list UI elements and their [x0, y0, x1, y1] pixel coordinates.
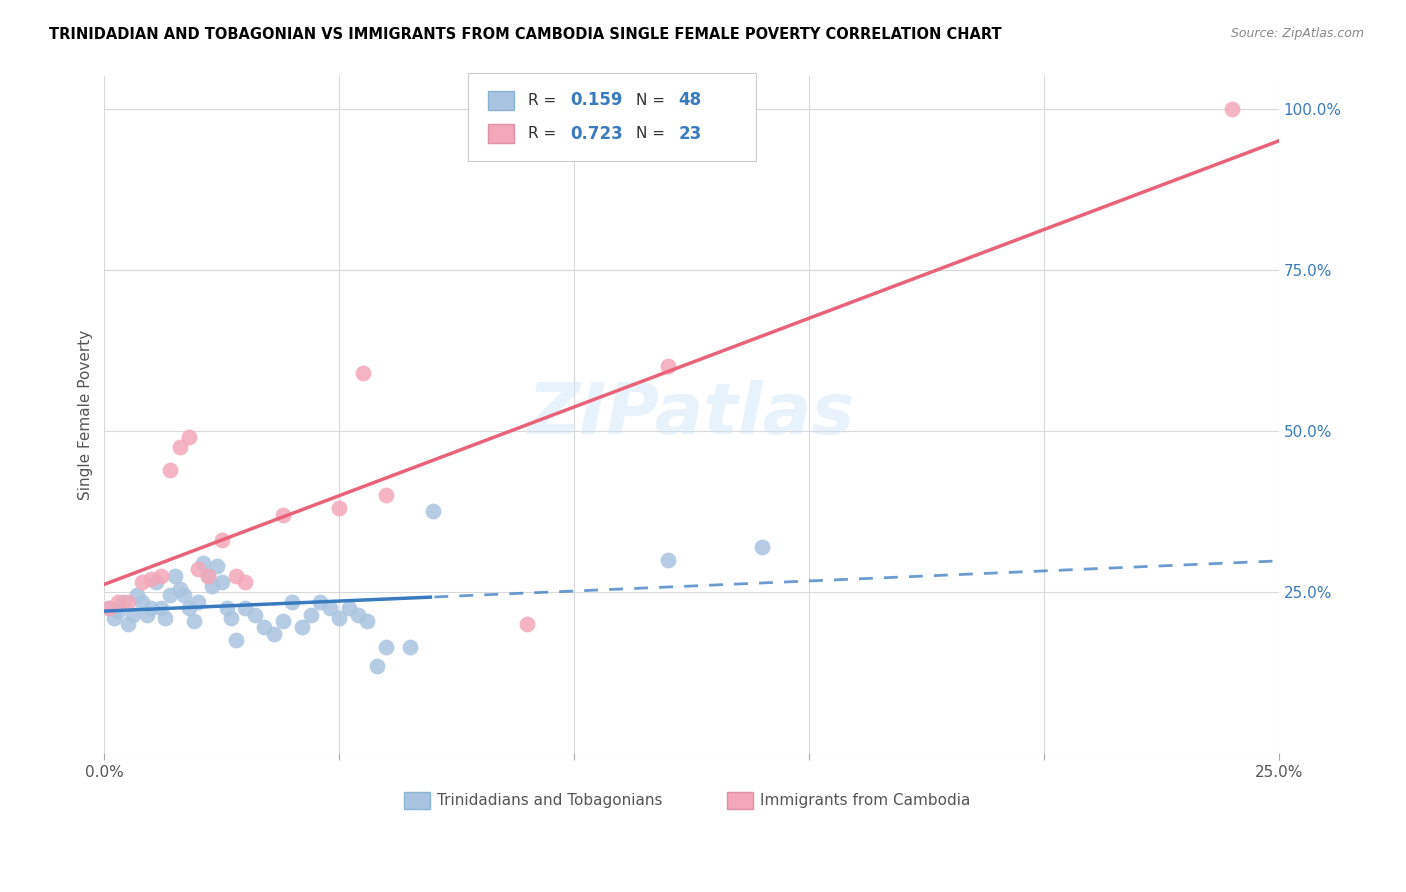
Point: [751, 540, 773, 554]
FancyBboxPatch shape: [488, 125, 515, 144]
Point: [347, 607, 370, 622]
Text: N =: N =: [637, 127, 671, 142]
Point: [107, 594, 129, 608]
Point: [375, 488, 398, 502]
Point: [281, 594, 304, 608]
Point: [103, 611, 125, 625]
Point: [145, 575, 167, 590]
FancyBboxPatch shape: [727, 792, 752, 809]
Point: [159, 588, 181, 602]
Point: [219, 611, 242, 625]
Text: ZIPatlas: ZIPatlas: [529, 380, 855, 450]
Point: [169, 582, 191, 596]
Point: [201, 578, 224, 592]
Point: [98, 601, 121, 615]
Point: [243, 607, 266, 622]
Point: [366, 659, 388, 673]
Point: [291, 620, 314, 634]
Point: [149, 569, 172, 583]
Point: [191, 556, 214, 570]
Text: R =: R =: [529, 127, 561, 142]
Point: [253, 620, 276, 634]
FancyBboxPatch shape: [468, 73, 756, 161]
Y-axis label: Single Female Poverty: Single Female Poverty: [79, 330, 93, 500]
Point: [225, 569, 247, 583]
Point: [215, 601, 238, 615]
Point: [225, 633, 247, 648]
Text: 0.723: 0.723: [571, 125, 623, 143]
Text: Source: ZipAtlas.com: Source: ZipAtlas.com: [1230, 27, 1364, 40]
Text: Trinidadians and Tobagonians: Trinidadians and Tobagonians: [437, 793, 662, 808]
Point: [337, 601, 360, 615]
Point: [319, 601, 342, 615]
Point: [516, 617, 538, 632]
Point: [197, 569, 219, 583]
Text: 23: 23: [679, 125, 702, 143]
Point: [135, 607, 157, 622]
Point: [141, 601, 163, 615]
Point: [211, 533, 233, 548]
Text: 48: 48: [679, 91, 702, 109]
Point: [183, 614, 205, 628]
FancyBboxPatch shape: [404, 792, 430, 809]
Text: R =: R =: [529, 93, 561, 108]
Point: [117, 617, 139, 632]
Point: [112, 594, 135, 608]
FancyBboxPatch shape: [488, 91, 515, 110]
Point: [233, 601, 256, 615]
Text: Immigrants from Cambodia: Immigrants from Cambodia: [759, 793, 970, 808]
Point: [107, 604, 129, 618]
Text: N =: N =: [637, 93, 671, 108]
Point: [263, 627, 285, 641]
Point: [169, 440, 191, 454]
Point: [205, 559, 228, 574]
Point: [127, 588, 149, 602]
Point: [155, 611, 177, 625]
Point: [657, 553, 679, 567]
Point: [1220, 102, 1243, 116]
Point: [271, 508, 294, 522]
Point: [328, 611, 350, 625]
Point: [131, 575, 153, 590]
Point: [328, 501, 350, 516]
Point: [299, 607, 322, 622]
Point: [309, 594, 332, 608]
Point: [352, 366, 374, 380]
Point: [356, 614, 378, 628]
Point: [163, 569, 186, 583]
Point: [233, 575, 256, 590]
Text: 0.159: 0.159: [571, 91, 623, 109]
Point: [187, 562, 209, 576]
Point: [131, 594, 153, 608]
Point: [398, 640, 420, 654]
Point: [187, 594, 209, 608]
Point: [211, 575, 233, 590]
Point: [149, 601, 172, 615]
Point: [422, 504, 444, 518]
Point: [177, 601, 200, 615]
Point: [98, 601, 121, 615]
Point: [271, 614, 294, 628]
Point: [375, 640, 398, 654]
Point: [141, 572, 163, 586]
Point: [159, 462, 181, 476]
Point: [173, 588, 195, 602]
Point: [197, 569, 219, 583]
Point: [177, 430, 200, 444]
Text: TRINIDADIAN AND TOBAGONIAN VS IMMIGRANTS FROM CAMBODIA SINGLE FEMALE POVERTY COR: TRINIDADIAN AND TOBAGONIAN VS IMMIGRANTS…: [49, 27, 1002, 42]
Point: [117, 594, 139, 608]
Point: [121, 607, 143, 622]
Point: [657, 359, 679, 374]
